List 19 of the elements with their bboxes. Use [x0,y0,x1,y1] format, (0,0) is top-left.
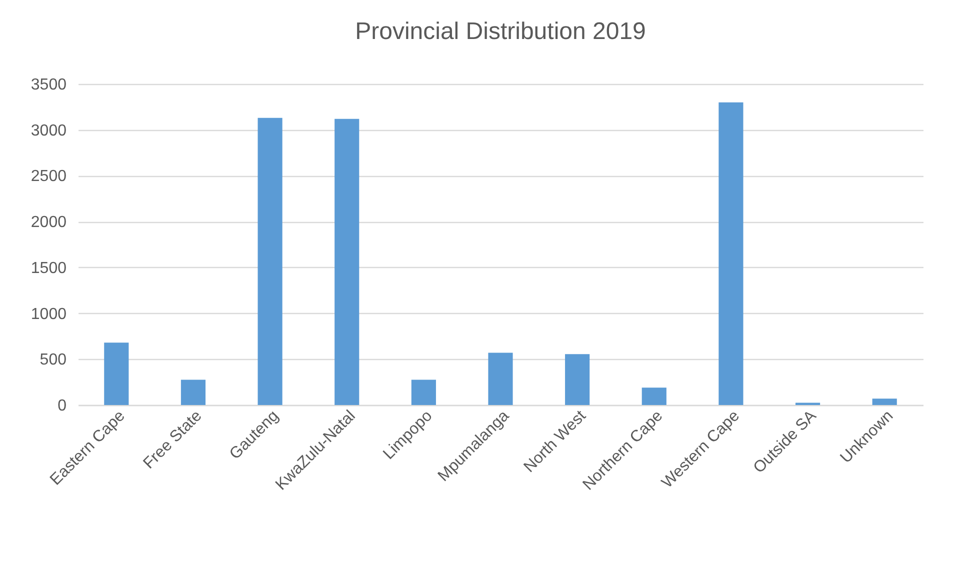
bar [180,380,206,405]
y-tick-label: 1500 [30,260,67,277]
bar [718,102,744,405]
chart-title: Provincial Distribution 2019 [355,18,646,45]
bar [258,118,282,405]
bar [334,118,360,405]
bar [642,388,666,405]
bar [104,342,129,405]
y-tick-label: 3000 [30,122,67,140]
y-tick-label: 1000 [30,306,67,323]
bar [565,354,590,405]
bar [872,398,897,405]
bar [411,380,436,405]
bar [488,352,513,405]
y-tick-label: 2500 [30,168,67,186]
y-tick-label: 0 [58,398,67,414]
y-tick-label: 500 [40,352,67,369]
y-tick-label: 2000 [30,214,67,232]
y-tick-label: 3500 [30,76,67,94]
